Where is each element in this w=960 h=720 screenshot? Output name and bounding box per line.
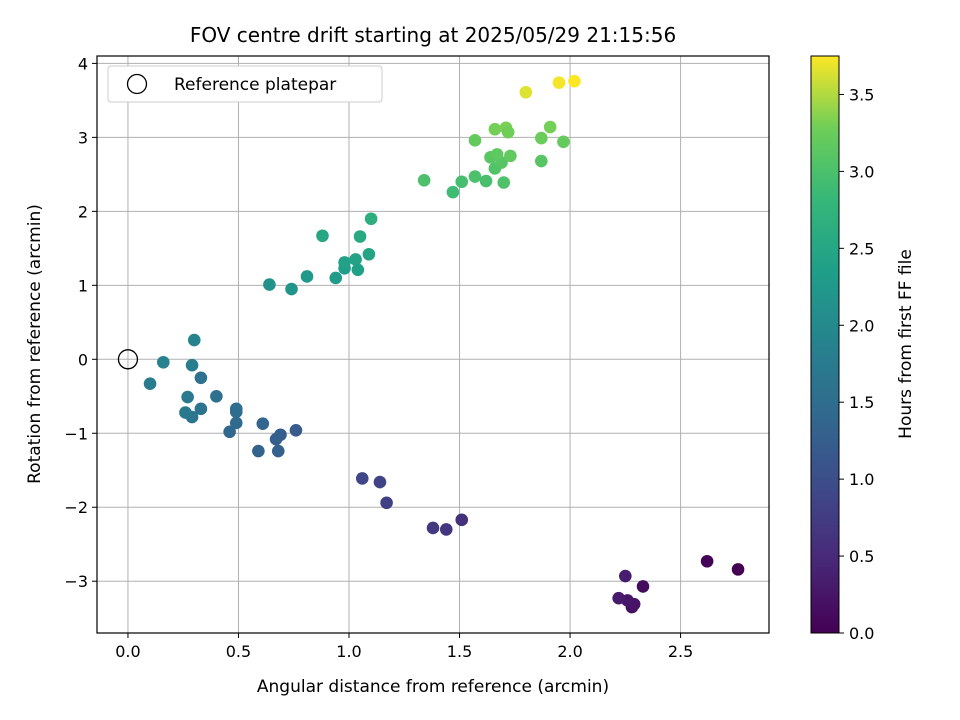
data-point: [380, 496, 393, 510]
data-points: [143, 74, 745, 614]
data-point: [364, 212, 378, 226]
data-point: [181, 390, 194, 404]
x-axis-ticks: 0.0 0.5 1.0 1.5 2.0 2.5: [115, 633, 693, 661]
data-point: [535, 131, 548, 145]
data-point: [269, 432, 283, 446]
data-point: [263, 278, 276, 291]
plot-frame: [96, 55, 770, 634]
chart-title: FOV centre drift starting at 2025/05/29 …: [190, 23, 676, 47]
data-point: [468, 134, 482, 147]
grid: [97, 56, 769, 633]
colorbar-ticks: 0.0 0.5 1.0 1.5 2.0 2.5 3.0 3.5: [839, 85, 874, 643]
data-point: [210, 389, 223, 403]
y-axis-ticks: −3 −2 −1 0 1 2 3 4: [64, 54, 97, 591]
data-point: [256, 417, 270, 430]
data-point: [519, 85, 533, 99]
data-point: [612, 591, 625, 605]
y-tick-label: 4: [78, 54, 88, 73]
data-point: [497, 176, 511, 189]
data-point: [349, 253, 362, 266]
data-point: [468, 170, 482, 183]
y-tick-label: −2: [64, 498, 88, 517]
legend-marker: [126, 73, 148, 95]
y-tick-label: 2: [78, 202, 88, 221]
data-point: [229, 416, 243, 430]
data-point: [731, 563, 745, 576]
data-point: [417, 173, 431, 187]
colorbar-tick-label: 1.0: [849, 470, 874, 489]
data-point: [187, 333, 201, 347]
data-point: [194, 402, 208, 416]
colorbar-tick-label: 3.5: [849, 85, 874, 104]
y-tick-label: −1: [64, 424, 88, 443]
data-point: [351, 263, 365, 277]
data-point: [362, 247, 376, 261]
data-point: [252, 444, 265, 458]
data-point: [446, 185, 460, 199]
legend: Reference platepar: [107, 65, 383, 103]
x-tick-label: 2.0: [557, 642, 582, 661]
colorbar-tick-label: 2.5: [849, 239, 874, 258]
data-point: [329, 271, 343, 285]
data-point: [355, 472, 369, 485]
data-point: [488, 122, 502, 136]
data-point: [490, 148, 504, 161]
data-point: [543, 120, 557, 134]
colorbar-tick-label: 0.0: [849, 624, 874, 643]
colorbar-label: Hours from first FF file: [896, 249, 916, 439]
data-point: [636, 580, 650, 593]
data-point: [179, 406, 192, 419]
data-point: [143, 377, 157, 391]
data-point: [185, 358, 199, 372]
x-tick-label: 1.0: [336, 642, 361, 661]
data-point: [455, 513, 469, 527]
data-point: [229, 402, 243, 416]
data-point: [157, 355, 170, 369]
data-point: [300, 270, 314, 283]
data-point: [568, 74, 581, 88]
colorbar-tick-label: 3.0: [849, 162, 874, 181]
colorbar: 0.0 0.5 1.0 1.5 2.0 2.5 3.0 3.5 Hours from firs…: [810, 55, 916, 643]
data-point: [619, 569, 632, 583]
y-axis-label: Rotation from reference (arcmin): [25, 204, 45, 484]
x-tick-label: 2.5: [668, 642, 693, 661]
data-point: [455, 175, 469, 189]
x-tick-label: 0.5: [226, 642, 251, 661]
reference-marker: [117, 349, 139, 370]
data-point: [552, 76, 566, 89]
colorbar-tick-label: 0.5: [849, 547, 874, 566]
legend-box: [107, 65, 383, 103]
colorbar-tick-label: 2.0: [849, 316, 874, 335]
data-point: [338, 256, 351, 269]
x-axis-label: Angular distance from reference (arcmin): [257, 677, 609, 697]
data-point: [504, 149, 517, 163]
data-point: [316, 229, 329, 243]
data-point: [285, 282, 298, 296]
legend-label: Reference platepar: [174, 75, 336, 95]
data-point: [289, 424, 303, 437]
data-point: [223, 425, 236, 439]
data-point: [194, 371, 208, 385]
data-point: [439, 523, 453, 536]
data-point: [373, 475, 387, 489]
data-point: [479, 174, 493, 188]
data-point: [353, 230, 367, 243]
x-tick-label: 1.5: [447, 642, 472, 661]
colorbar-tick-label: 1.5: [849, 393, 874, 412]
data-point: [535, 154, 548, 168]
data-point: [426, 521, 440, 535]
y-tick-label: −3: [64, 572, 88, 591]
data-point: [501, 125, 515, 139]
data-point: [271, 444, 285, 458]
y-tick-label: 1: [78, 276, 88, 295]
x-tick-label: 0.0: [115, 642, 140, 661]
data-point: [557, 135, 570, 149]
y-tick-label: 0: [78, 350, 88, 369]
reference-point: [117, 349, 139, 370]
colorbar-gradient: [810, 55, 840, 634]
data-point: [700, 554, 714, 568]
y-tick-label: 3: [78, 128, 88, 147]
